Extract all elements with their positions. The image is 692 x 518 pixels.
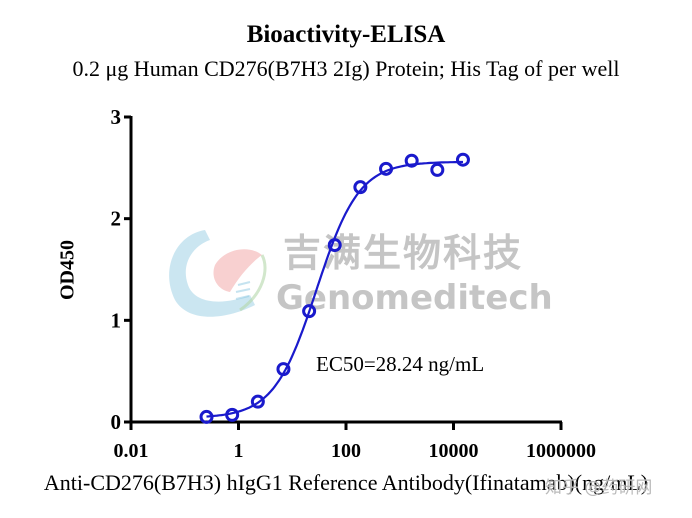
x-tick-label: 100: [331, 440, 361, 462]
data-point-marker: [455, 152, 470, 167]
y-tick-label: 1: [111, 308, 122, 332]
watermark-source: 知乎 @药研网: [545, 478, 653, 498]
watermark-brand-en: Genomeditech: [276, 278, 553, 318]
x-tick-label: 1: [234, 440, 244, 462]
y-tick-label: 0: [111, 410, 122, 434]
data-point-marker: [199, 409, 214, 424]
fit-curve: [206, 160, 463, 418]
chart-title: Bioactivity-ELISA: [246, 21, 446, 48]
data-point-marker: [353, 180, 368, 195]
data-point-marker: [379, 161, 394, 176]
watermark-brand-cn: 吉满生物科技: [283, 231, 524, 275]
x-tick-label: 1000000: [526, 440, 596, 462]
data-point-marker: [225, 407, 240, 422]
x-tick-label: 10000: [429, 440, 479, 462]
x-axis-label: Anti-CD276(B7H3) hIgG1 Reference Antibod…: [43, 470, 649, 495]
y-tick-label: 3: [111, 105, 122, 129]
x-tick-label: 0.01: [114, 440, 149, 462]
y-axis-label: OD450: [56, 240, 79, 300]
data-point-marker: [276, 362, 291, 377]
y-tick-label: 2: [111, 207, 122, 231]
data-point-marker: [430, 162, 445, 177]
data-point-marker: [404, 153, 419, 168]
ec50-annotation: EC50=28.24 ng/mL: [316, 352, 485, 376]
chart-subtitle: 0.2 μg Human CD276(B7H3 2Ig) Protein; Hi…: [72, 56, 620, 81]
data-point-marker: [250, 394, 265, 409]
data-point-marker: [302, 304, 317, 319]
data-point-marker: [327, 238, 342, 253]
